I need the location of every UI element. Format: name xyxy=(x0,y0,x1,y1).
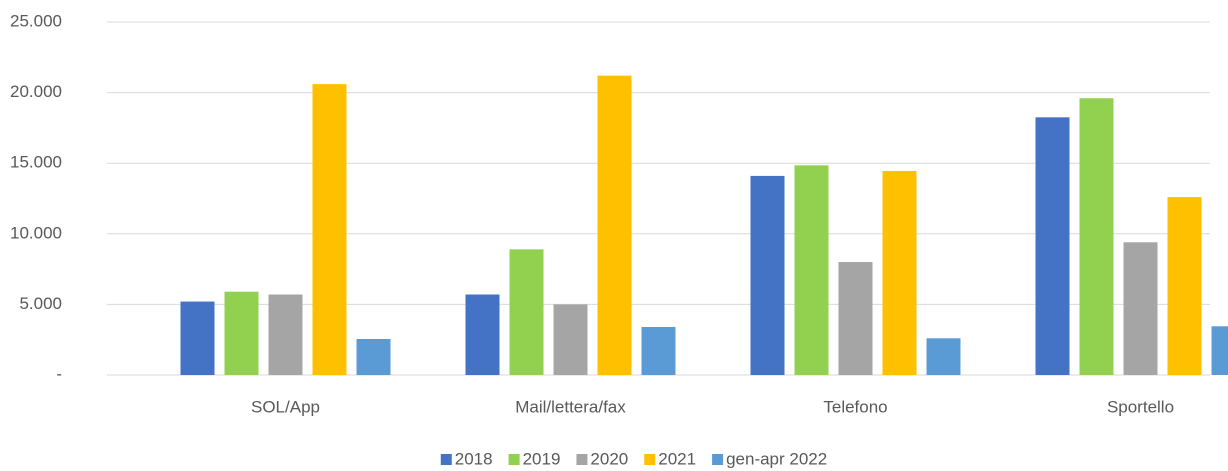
y-tick-label: 5.000 xyxy=(19,294,62,313)
x-tick-label: SOL/App xyxy=(251,397,320,416)
bar xyxy=(356,338,391,375)
bar xyxy=(597,75,632,375)
y-tick-label: 25.000 xyxy=(10,11,62,30)
legend-swatch xyxy=(576,454,588,465)
y-tick-label: 10.000 xyxy=(10,223,62,242)
bar xyxy=(1211,326,1228,375)
bar xyxy=(1123,242,1158,375)
bar xyxy=(1035,117,1070,375)
y-tick-label: - xyxy=(56,364,62,383)
legend-swatch xyxy=(508,454,520,465)
legend-swatch xyxy=(712,454,724,465)
bar xyxy=(312,84,347,376)
bar xyxy=(1079,98,1114,376)
bar xyxy=(180,301,215,375)
bar xyxy=(224,291,259,375)
bar xyxy=(750,175,785,375)
x-tick-label: Telefono xyxy=(823,397,887,416)
y-tick-label: 15.000 xyxy=(10,153,62,172)
bar xyxy=(838,262,873,375)
legend-swatch xyxy=(644,454,656,465)
bar xyxy=(641,326,676,375)
bar xyxy=(926,338,961,375)
x-tick-label: Sportello xyxy=(1107,397,1174,416)
bar xyxy=(882,170,917,375)
legend-label: 2018 xyxy=(455,449,493,468)
bar xyxy=(553,304,588,375)
bar xyxy=(268,294,303,375)
bar xyxy=(794,165,829,375)
bar xyxy=(1167,197,1202,375)
legend-swatch xyxy=(440,454,452,465)
bar xyxy=(509,249,544,375)
legend-label: 2021 xyxy=(658,449,696,468)
legend-label: 2020 xyxy=(590,449,628,468)
y-tick-label: 20.000 xyxy=(10,82,62,101)
bar xyxy=(465,294,500,375)
legend-label: gen-apr 2022 xyxy=(726,449,827,468)
legend-label: 2019 xyxy=(523,449,561,468)
x-tick-label: Mail/lettera/fax xyxy=(515,397,626,416)
